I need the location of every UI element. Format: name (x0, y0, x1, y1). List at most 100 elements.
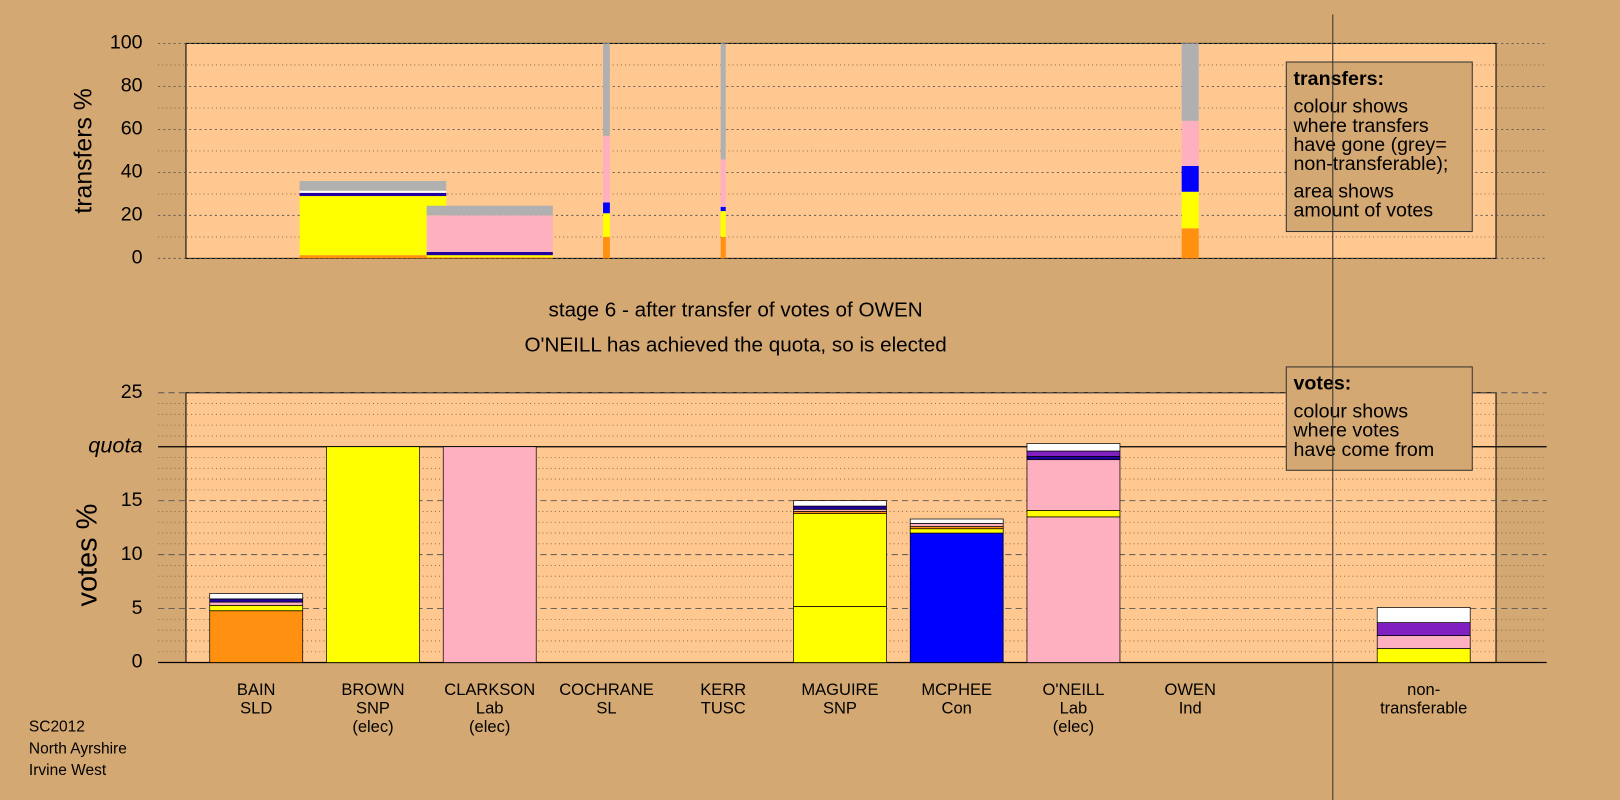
x-tick-label: SNP (823, 698, 857, 717)
stage-subtitle: O'NEILL has achieved the quota, so is el… (524, 334, 946, 357)
vote-segment (1376, 648, 1471, 663)
footer-line: SC2012 (29, 719, 85, 736)
vote-segment (909, 522, 1004, 527)
vote-segment (1026, 456, 1121, 461)
y-tick-label: 25 (121, 381, 143, 403)
vote-segment (326, 446, 420, 663)
note-title: transfers: (1294, 68, 1385, 90)
vote-segment (909, 528, 1004, 534)
vote-segment (442, 446, 537, 663)
x-tick-label: non- (1407, 680, 1440, 699)
transfer-segment (426, 257, 553, 259)
x-tick-label: O'NEILL (1043, 680, 1105, 699)
vote-segment (793, 606, 887, 663)
x-tick-label: BROWN (341, 680, 404, 699)
transfer-segment (1181, 165, 1199, 192)
y-axis-label: transfers % (70, 88, 97, 213)
vote-segment (1376, 635, 1471, 649)
x-tick-label: KERR (700, 680, 746, 699)
vote-segment (909, 518, 1004, 524)
x-tick-label: SLD (240, 698, 272, 717)
y-tick-label: 80 (121, 75, 143, 97)
vote-segment (1026, 443, 1121, 452)
transfer-segment (426, 251, 553, 256)
y-tick-label: quota (88, 432, 142, 457)
transfer-segment (720, 159, 726, 207)
footer-line: Irvine West (29, 762, 107, 779)
x-tick-label: SL (596, 698, 616, 717)
y-axis-label: votes % (71, 504, 103, 607)
vote-segment (1376, 607, 1471, 623)
vote-segment (793, 513, 887, 607)
x-tick-label: SNP (356, 698, 390, 717)
transfer-segment (720, 211, 726, 237)
y-tick-label: 40 (121, 161, 143, 183)
x-tick-label: transferable (1380, 698, 1467, 717)
x-tick-label: Con (942, 698, 972, 717)
vote-segment (1376, 622, 1471, 636)
transfer-segment (1181, 120, 1199, 166)
x-tick-label: Ind (1179, 698, 1202, 717)
x-tick-label: Lab (476, 698, 504, 717)
x-tick-label: Lab (1060, 698, 1088, 717)
x-tick-label: (elec) (469, 717, 510, 736)
vote-segment (793, 505, 887, 510)
y-tick-label: 15 (121, 489, 143, 511)
transfer-segment (299, 190, 447, 193)
transfer-segment (1181, 228, 1199, 259)
x-tick-label: MCPHEE (921, 680, 992, 699)
y-tick-label: 20 (121, 204, 143, 226)
transfer-segment (603, 202, 610, 214)
vote-segment (1026, 450, 1121, 457)
note-line: area shows (1294, 180, 1395, 202)
transfer-segment (299, 181, 447, 191)
stage-title: stage 6 - after transfer of votes of OWE… (549, 299, 923, 322)
note-line: have gone (grey= (1294, 134, 1447, 156)
transfer-segment (426, 205, 553, 216)
y-tick-label: 100 (110, 32, 143, 54)
vote-segment (909, 532, 1004, 663)
vote-segment (209, 593, 304, 600)
transfer-segment (299, 196, 447, 256)
transfer-segment (1181, 191, 1199, 229)
transfer-segment (603, 213, 610, 237)
transfer-segment (299, 255, 447, 259)
transfer-segment (603, 236, 610, 259)
transfer-segment (299, 192, 447, 197)
transfer-segment (1181, 43, 1199, 121)
x-tick-label: CLARKSON (444, 680, 535, 699)
note-box (1285, 61, 1473, 233)
y-tick-label: 5 (132, 597, 143, 619)
transfer-segment (603, 43, 610, 136)
x-tick-label: MAGUIRE (801, 680, 878, 699)
vote-segment (1026, 516, 1121, 663)
note-line: colour shows (1294, 96, 1409, 118)
transfer-segment (720, 236, 726, 259)
transfer-segment (426, 215, 553, 252)
x-tick-label: BAIN (237, 680, 276, 699)
x-tick-label: OWEN (1165, 680, 1216, 699)
note-line: have come from (1294, 439, 1435, 461)
x-tick-label: (elec) (352, 717, 393, 736)
transfer-segment (720, 206, 726, 212)
y-tick-label: 60 (121, 118, 143, 140)
note-line: where votes (1293, 420, 1400, 442)
footer-line: North Ayrshire (29, 740, 127, 757)
vote-segment (209, 604, 304, 612)
transfer-segment (603, 135, 610, 203)
y-tick-label: 10 (121, 543, 143, 565)
note-line: where transfers (1293, 115, 1429, 137)
note-line: non-transferable); (1294, 153, 1449, 175)
vote-segment (209, 610, 304, 663)
note-box (1285, 366, 1473, 471)
y-tick-label: 0 (132, 651, 143, 673)
x-tick-label: COCHRANE (559, 680, 653, 699)
vote-segment (209, 601, 304, 606)
transfer-segment (426, 255, 553, 258)
vote-segment (209, 598, 304, 603)
x-tick-label: TUSC (701, 698, 746, 717)
vote-segment (1026, 510, 1121, 518)
note-line: amount of votes (1294, 200, 1434, 222)
